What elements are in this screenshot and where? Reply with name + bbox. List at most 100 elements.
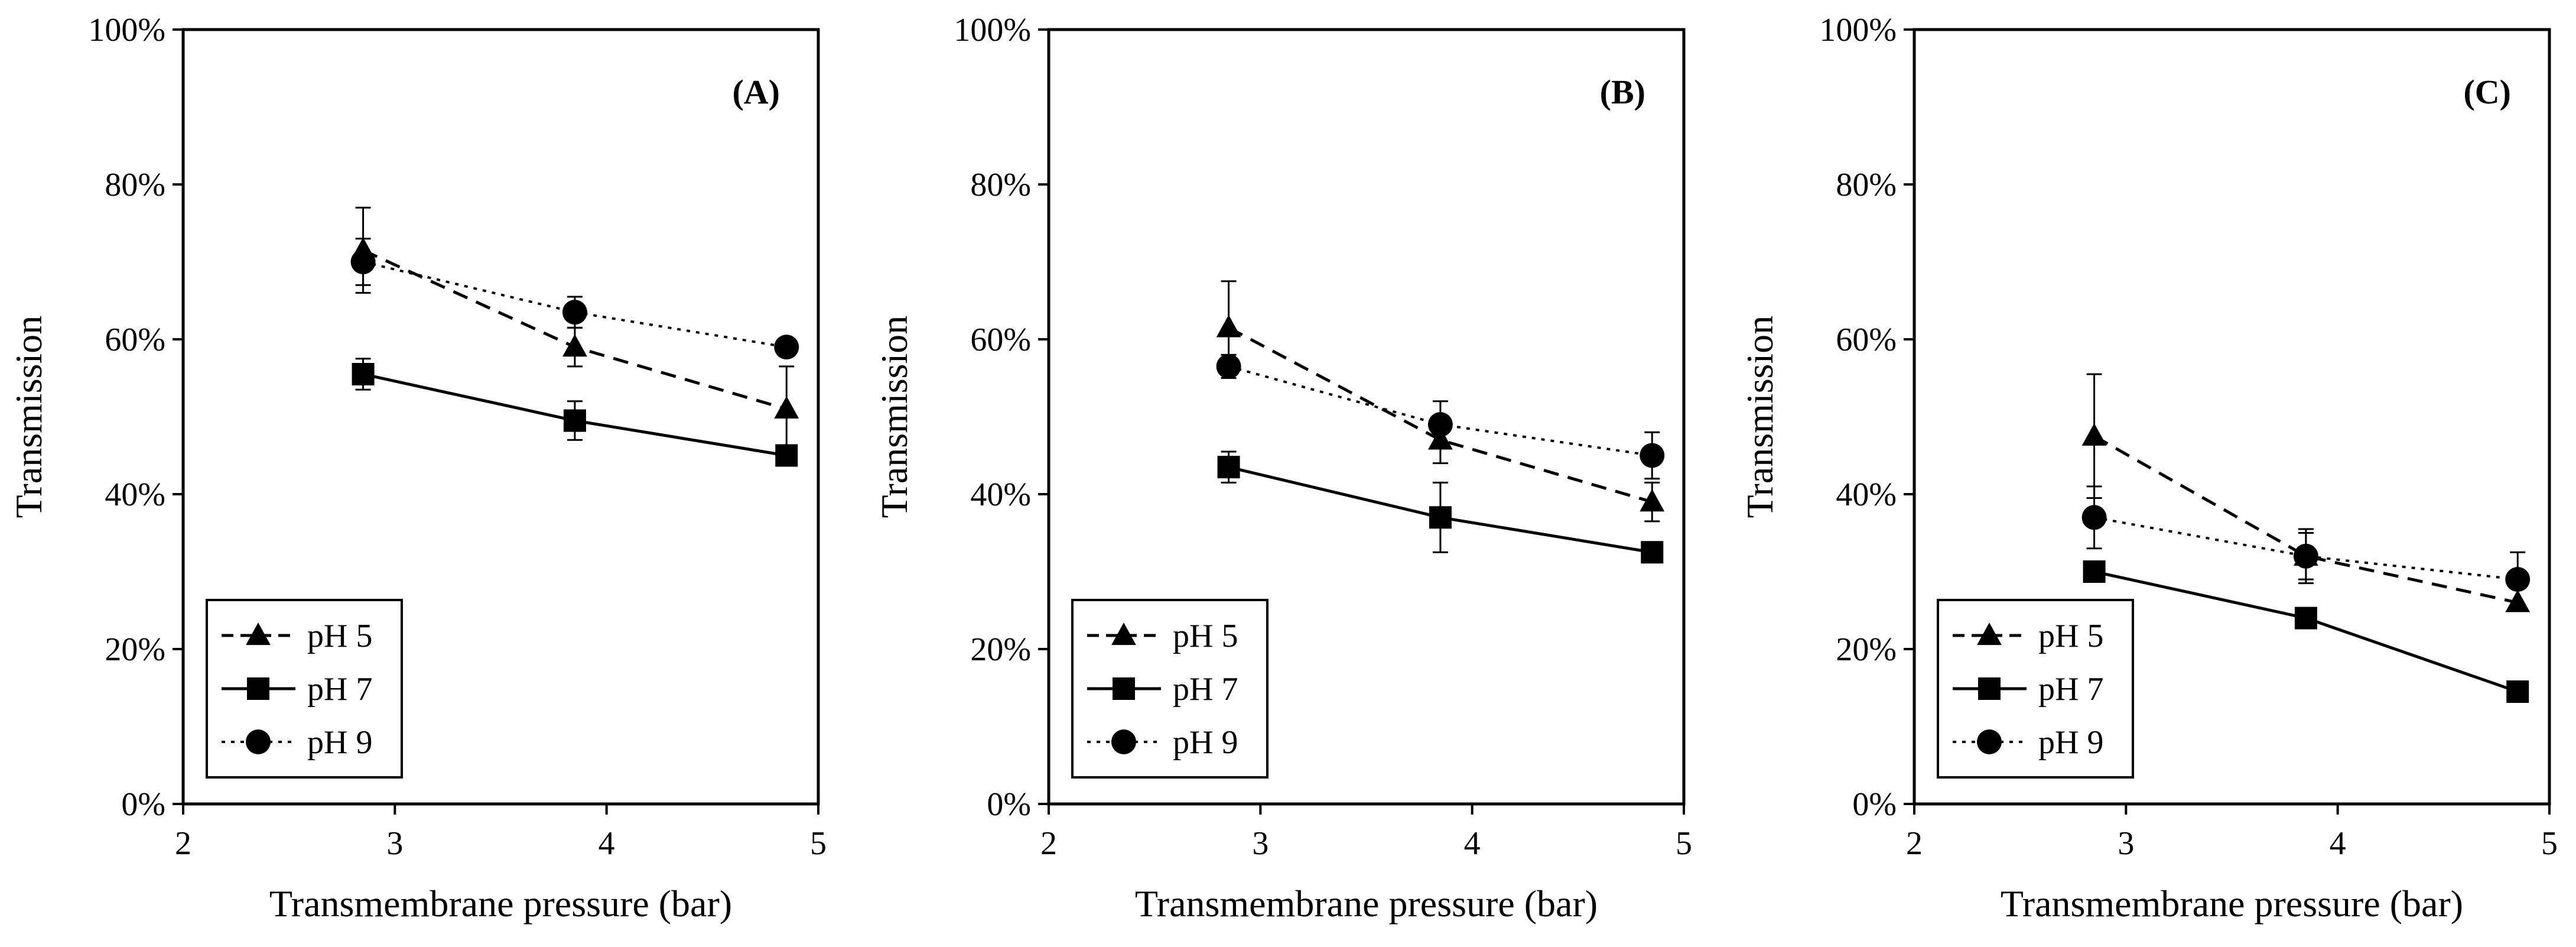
- legend-marker: [1978, 677, 2001, 700]
- y-tick-label: 0%: [121, 786, 165, 823]
- legend: pH 5 pH 7 pH 9: [206, 599, 403, 779]
- legend-marker: [247, 677, 269, 700]
- data-point: [1217, 456, 1240, 479]
- legend-label: pH 9: [1173, 724, 1238, 761]
- x-tick-label: 4: [1464, 825, 1481, 862]
- x-axis-title: Transmembrane pressure (bar): [1135, 883, 1598, 925]
- legend-marker: [1111, 622, 1136, 646]
- legend-marker: [246, 622, 271, 646]
- data-point: [1640, 443, 1665, 468]
- y-tick-label: 40%: [1836, 476, 1897, 513]
- data-point: [2505, 567, 2531, 592]
- x-tick-label: 4: [599, 825, 615, 862]
- y-tick-label: 20%: [970, 631, 1031, 668]
- legend-label: pH 7: [2038, 671, 2103, 708]
- data-point: [2294, 607, 2317, 630]
- data-point: [2506, 680, 2529, 703]
- panel-label: (C): [2463, 73, 2511, 111]
- y-tick-label: 80%: [970, 167, 1031, 203]
- x-axis-title: Transmembrane pressure (bar): [269, 883, 732, 925]
- data-point: [2083, 560, 2106, 583]
- data-point: [775, 444, 798, 467]
- legend-marker: [1111, 729, 1136, 754]
- panel-c: 0% 20% 40% 60% 80% 100% 2 3 4 5 Transmembrane pres…: [1739, 12, 2558, 925]
- series-ph-7: [2083, 560, 2529, 703]
- panel-b: 0% 20% 40% 60% 80% 100% 2 3 4 5 Transmembrane pres…: [873, 12, 1692, 925]
- data-point: [1429, 506, 1452, 529]
- x-tick-label: 3: [2118, 825, 2134, 862]
- series-line: [2094, 570, 2519, 693]
- legend-box: [1937, 599, 2134, 779]
- panel-label: (A): [732, 73, 780, 111]
- legend: pH 5 pH 7 pH 9: [1937, 599, 2134, 779]
- y-tick-label: 0%: [987, 786, 1031, 823]
- data-point: [352, 362, 375, 385]
- y-tick-label: 60%: [970, 322, 1031, 358]
- data-point: [2081, 423, 2107, 446]
- y-tick-label: 100%: [954, 12, 1031, 48]
- series-ph-9: [1216, 353, 1665, 480]
- y-tick-label: 100%: [88, 12, 165, 48]
- panel-label: (B): [1600, 73, 1645, 111]
- data-point: [350, 249, 376, 274]
- y-axis-title: Transmission: [1739, 316, 1781, 518]
- x-tick-label: 2: [1040, 825, 1057, 862]
- legend-label: pH 5: [1173, 618, 1238, 654]
- series-ph-7: [352, 358, 798, 467]
- data-point: [1641, 541, 1664, 564]
- data-point: [774, 335, 799, 360]
- y-tick-label: 80%: [1836, 167, 1897, 203]
- legend-marker: [1113, 677, 1135, 700]
- data-point: [2293, 543, 2318, 569]
- legend-label: pH 5: [307, 618, 372, 654]
- panel-a: 0% 20% 40% 60% 80% 100% 2 3 4 5 Transmembrane pres…: [8, 12, 827, 925]
- data-point: [1640, 489, 1665, 512]
- y-tick-label: 80%: [105, 167, 165, 203]
- y-axis-title: Transmission: [873, 316, 915, 518]
- data-point: [562, 300, 587, 325]
- x-tick-label: 3: [1252, 825, 1269, 862]
- data-point: [2081, 505, 2107, 530]
- series-ph-9: [2081, 485, 2531, 608]
- plot-area: [181, 28, 820, 806]
- legend-label: pH 7: [1173, 671, 1238, 708]
- data-point: [562, 334, 587, 357]
- plot-area: [1047, 28, 1686, 806]
- legend: pH 5 pH 7 pH 9: [1071, 599, 1269, 779]
- x-tick-label: 2: [175, 825, 191, 862]
- series-ph-7: [1217, 450, 1664, 564]
- y-tick-label: 20%: [105, 631, 165, 668]
- y-tick-label: 0%: [1852, 786, 1897, 823]
- y-tick-label: 60%: [105, 322, 165, 358]
- legend-marker: [1977, 729, 2002, 754]
- y-tick-label: 100%: [1819, 12, 1897, 48]
- legend-label: pH 7: [307, 671, 372, 708]
- x-tick-label: 2: [1906, 825, 1923, 862]
- legend-label: pH 9: [2038, 724, 2103, 761]
- x-tick-label: 5: [1676, 825, 1692, 862]
- y-axis-title: Transmission: [8, 316, 50, 518]
- x-tick-label: 5: [2541, 825, 2558, 862]
- data-point: [774, 396, 799, 419]
- x-tick-label: 4: [2330, 825, 2346, 862]
- y-tick-label: 40%: [105, 476, 165, 513]
- series-line: [1228, 326, 1653, 504]
- legend-label: pH 9: [307, 724, 372, 761]
- legend-label: pH 5: [2038, 618, 2103, 654]
- data-point: [1216, 353, 1241, 379]
- legend-marker: [1977, 622, 2002, 646]
- y-tick-label: 20%: [1836, 631, 1897, 668]
- data-point: [1427, 412, 1453, 437]
- x-tick-label: 5: [810, 825, 827, 862]
- y-tick-label: 60%: [1836, 322, 1897, 358]
- data-point: [1216, 314, 1241, 338]
- data-point: [563, 409, 586, 432]
- x-tick-label: 3: [386, 825, 403, 862]
- plot-area: [1913, 28, 2551, 806]
- series-ph-9: [350, 238, 799, 360]
- x-axis-title: Transmembrane pressure (bar): [2001, 883, 2463, 925]
- legend-marker: [246, 729, 271, 754]
- y-tick-label: 40%: [970, 476, 1031, 513]
